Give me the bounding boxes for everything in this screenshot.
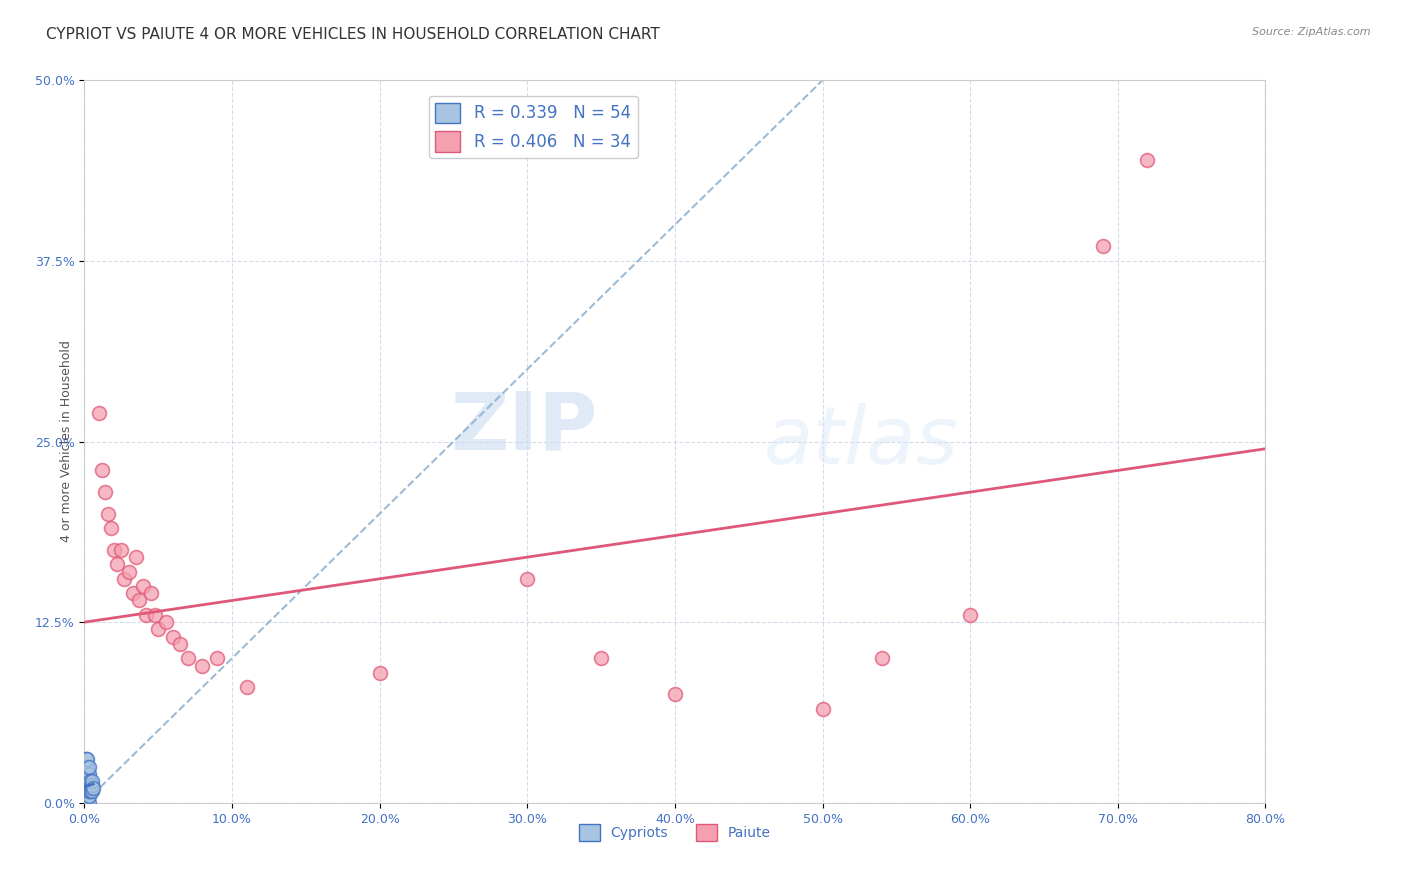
Text: ZIP: ZIP <box>451 388 598 467</box>
Point <box>76 767 98 781</box>
Point <box>77 767 100 781</box>
Point <box>76 752 98 766</box>
Point <box>75 770 97 784</box>
Point <box>80 779 103 793</box>
Point <box>97 507 120 521</box>
Point <box>207 651 229 665</box>
Point <box>77 779 100 793</box>
Point <box>368 665 391 680</box>
Point <box>105 558 128 572</box>
Point <box>135 607 157 622</box>
Point <box>75 784 97 798</box>
Point <box>77 781 100 796</box>
Point <box>75 789 97 803</box>
Text: atlas: atlas <box>763 402 959 481</box>
Point <box>79 781 101 796</box>
Point <box>76 770 98 784</box>
Point <box>73 787 96 801</box>
Point <box>73 796 96 810</box>
Point <box>143 607 166 622</box>
Point <box>73 770 96 784</box>
Text: CYPRIOT VS PAIUTE 4 OR MORE VEHICLES IN HOUSEHOLD CORRELATION CHART: CYPRIOT VS PAIUTE 4 OR MORE VEHICLES IN … <box>46 27 661 42</box>
Point <box>155 615 177 630</box>
Point <box>76 760 98 774</box>
Point <box>75 779 97 793</box>
Point <box>169 637 191 651</box>
Point <box>79 774 101 789</box>
Point <box>103 542 125 557</box>
Point <box>77 789 100 803</box>
Point <box>75 781 97 796</box>
Point <box>75 752 97 766</box>
Point <box>73 767 96 781</box>
Point <box>1136 153 1159 167</box>
Point <box>162 630 184 644</box>
Point <box>80 774 103 789</box>
Point <box>177 651 200 665</box>
Point <box>73 789 96 803</box>
Point <box>77 760 100 774</box>
Point <box>73 781 96 796</box>
Point <box>664 687 686 701</box>
Point <box>82 781 104 796</box>
Point <box>191 658 214 673</box>
Point <box>959 607 981 622</box>
Point <box>236 680 259 694</box>
Point <box>1092 239 1115 253</box>
Point <box>75 774 97 789</box>
Point <box>122 586 145 600</box>
Point <box>75 793 97 807</box>
Point <box>75 760 97 774</box>
Point <box>75 767 97 781</box>
Point <box>75 796 97 810</box>
Point <box>591 651 613 665</box>
Point <box>139 586 162 600</box>
Point <box>73 796 96 810</box>
Point <box>76 779 98 793</box>
Point <box>76 781 98 796</box>
Point <box>75 791 97 805</box>
Point <box>87 406 111 420</box>
Point <box>76 774 98 789</box>
Point <box>73 760 96 774</box>
Legend: Cypriots, Paiute: Cypriots, Paiute <box>574 818 776 847</box>
Point <box>811 702 834 716</box>
Point <box>100 521 122 535</box>
Point <box>77 784 100 798</box>
Point <box>80 784 103 798</box>
Point <box>516 572 538 586</box>
Point <box>110 542 132 557</box>
Point <box>75 796 97 810</box>
Point <box>77 774 100 789</box>
Point <box>76 796 98 810</box>
Point <box>77 796 100 810</box>
Text: Source: ZipAtlas.com: Source: ZipAtlas.com <box>1253 27 1371 37</box>
Point <box>118 565 141 579</box>
Point <box>870 651 893 665</box>
Point <box>125 550 148 565</box>
Point <box>73 791 96 805</box>
Point <box>91 463 114 477</box>
Y-axis label: 4 or more Vehicles in Household: 4 or more Vehicles in Household <box>60 341 73 542</box>
Point <box>132 579 155 593</box>
Point <box>112 572 135 586</box>
Point <box>76 789 98 803</box>
Point <box>148 623 170 637</box>
Point <box>73 779 96 793</box>
Point <box>128 593 150 607</box>
Point <box>73 790 96 805</box>
Point <box>94 485 117 500</box>
Point <box>73 793 96 807</box>
Point <box>79 784 101 798</box>
Point <box>73 774 96 789</box>
Point <box>73 784 96 798</box>
Point <box>76 791 98 805</box>
Point <box>76 784 98 798</box>
Point <box>79 779 101 793</box>
